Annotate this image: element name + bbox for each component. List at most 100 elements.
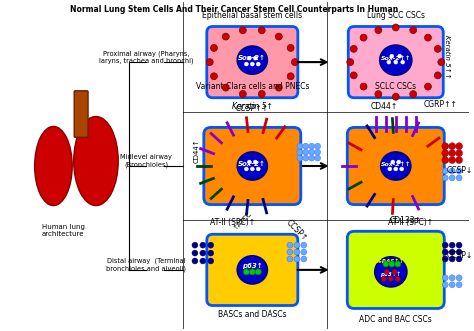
Text: ↑ATCC: ↑ATCC — [232, 210, 253, 231]
Ellipse shape — [74, 117, 118, 206]
Circle shape — [395, 276, 400, 281]
Circle shape — [309, 143, 315, 149]
FancyBboxPatch shape — [347, 127, 444, 205]
Ellipse shape — [237, 256, 267, 284]
Circle shape — [200, 258, 206, 264]
Circle shape — [297, 155, 303, 161]
Ellipse shape — [375, 257, 407, 287]
Circle shape — [301, 242, 307, 248]
Circle shape — [442, 249, 448, 255]
Text: CD44↑: CD44↑ — [194, 139, 200, 164]
Circle shape — [250, 167, 254, 171]
Circle shape — [301, 249, 307, 255]
Text: AT-II (SPC)↑: AT-II (SPC)↑ — [388, 218, 433, 227]
Circle shape — [442, 275, 448, 281]
Circle shape — [449, 175, 455, 181]
Text: AT-II (SPC)↑: AT-II (SPC)↑ — [210, 218, 255, 227]
Circle shape — [350, 45, 357, 52]
Circle shape — [398, 54, 401, 58]
Circle shape — [442, 143, 449, 150]
Circle shape — [247, 160, 251, 164]
Text: Proximal airway (Pharyns,
laryns, trachea and bronchi): Proximal airway (Pharyns, laryns, trache… — [99, 50, 194, 64]
Text: Variant Clara cells and PNECs: Variant Clara cells and PNECs — [196, 82, 309, 91]
Circle shape — [442, 256, 448, 262]
Circle shape — [456, 242, 462, 248]
Circle shape — [391, 160, 395, 164]
Circle shape — [287, 73, 294, 80]
Circle shape — [456, 282, 462, 288]
Circle shape — [258, 27, 265, 34]
Circle shape — [360, 34, 367, 41]
Circle shape — [401, 60, 405, 64]
Ellipse shape — [237, 46, 267, 74]
Circle shape — [442, 150, 449, 157]
Circle shape — [392, 269, 397, 274]
Circle shape — [247, 56, 251, 60]
Circle shape — [449, 249, 455, 255]
Circle shape — [256, 167, 260, 171]
Text: Sox-2↑: Sox-2↑ — [238, 55, 266, 61]
Text: CCSP↑: CCSP↑ — [284, 218, 310, 243]
Text: SCLC CSCs: SCLC CSCs — [375, 82, 416, 91]
Circle shape — [315, 149, 320, 155]
Circle shape — [395, 261, 401, 267]
Ellipse shape — [35, 126, 72, 206]
Circle shape — [208, 242, 214, 248]
Circle shape — [387, 60, 391, 64]
FancyBboxPatch shape — [74, 91, 88, 137]
Circle shape — [449, 256, 455, 262]
Circle shape — [392, 24, 399, 31]
Circle shape — [192, 242, 198, 248]
Circle shape — [456, 175, 462, 181]
Circle shape — [389, 261, 395, 267]
Circle shape — [245, 167, 248, 171]
Circle shape — [239, 27, 246, 34]
Circle shape — [244, 269, 249, 275]
Circle shape — [442, 242, 448, 248]
Circle shape — [449, 275, 455, 281]
Circle shape — [425, 83, 431, 90]
Text: Lung SCC CSCs: Lung SCC CSCs — [367, 11, 425, 20]
Circle shape — [449, 168, 455, 174]
Circle shape — [394, 60, 398, 64]
Circle shape — [256, 62, 260, 66]
Circle shape — [375, 91, 382, 98]
Text: Sox-2↑: Sox-2↑ — [238, 161, 266, 167]
Circle shape — [438, 59, 445, 66]
Circle shape — [383, 261, 389, 267]
Circle shape — [449, 157, 456, 164]
Circle shape — [382, 276, 386, 281]
Text: K-RAS↑↑: K-RAS↑↑ — [377, 260, 405, 264]
Circle shape — [456, 249, 462, 255]
Circle shape — [303, 143, 309, 149]
Circle shape — [253, 160, 257, 164]
Text: Sox-2↑↑: Sox-2↑↑ — [381, 162, 411, 166]
Circle shape — [375, 27, 382, 33]
Ellipse shape — [237, 152, 267, 180]
Circle shape — [200, 250, 206, 256]
Circle shape — [350, 72, 357, 79]
Ellipse shape — [380, 45, 411, 75]
Text: Midlevel airway
(Bronchioles): Midlevel airway (Bronchioles) — [120, 154, 173, 168]
Circle shape — [287, 242, 293, 248]
Text: Keratin 5↑↑: Keratin 5↑↑ — [444, 35, 450, 79]
FancyBboxPatch shape — [207, 234, 298, 306]
Circle shape — [301, 256, 307, 262]
Circle shape — [442, 157, 449, 164]
Circle shape — [394, 167, 398, 171]
Circle shape — [294, 242, 300, 248]
Circle shape — [442, 168, 448, 174]
Text: Distal airway  (Terminal
bronchioles and alveoli): Distal airway (Terminal bronchioles and … — [107, 258, 186, 272]
Circle shape — [294, 256, 300, 262]
Circle shape — [253, 56, 257, 60]
Text: Sox-2↑↑: Sox-2↑↑ — [381, 56, 411, 61]
Ellipse shape — [381, 152, 410, 180]
Circle shape — [222, 33, 229, 40]
Circle shape — [388, 276, 393, 281]
Circle shape — [294, 249, 300, 255]
Text: CCSP↑↑: CCSP↑↑ — [236, 104, 269, 113]
Text: Normal Lung Stem Cells And Their Cancer Stem Cell Counterparts In Human: Normal Lung Stem Cells And Their Cancer … — [70, 5, 399, 14]
Circle shape — [287, 44, 294, 51]
Circle shape — [456, 275, 462, 281]
Circle shape — [309, 155, 315, 161]
